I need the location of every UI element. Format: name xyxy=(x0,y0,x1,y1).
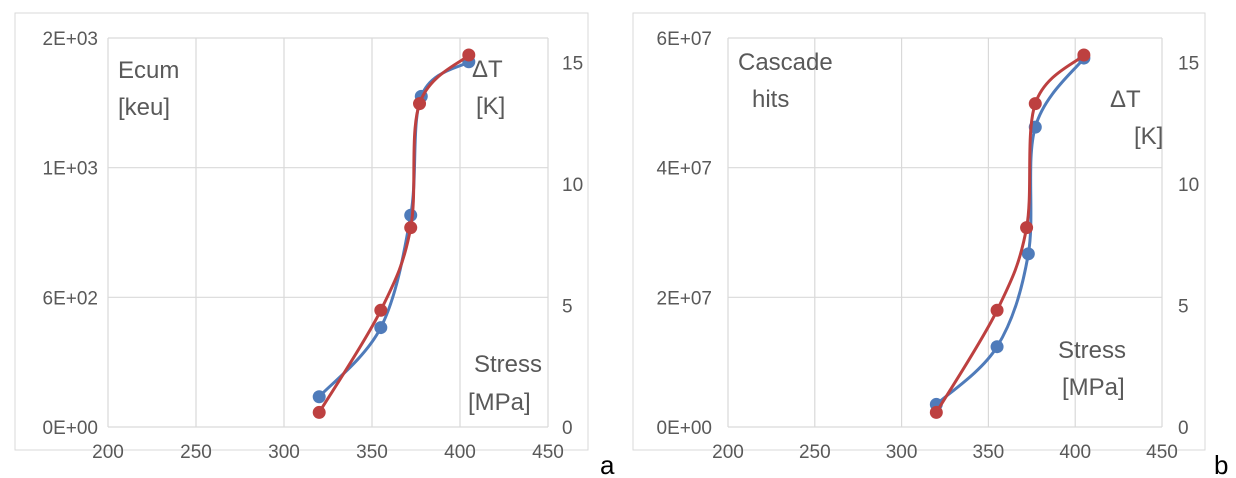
y-left-tick-label: 4E+07 xyxy=(657,159,712,180)
chart-frame xyxy=(632,12,1206,451)
x-tick-label: 450 xyxy=(1146,442,1178,463)
panel-letter: b xyxy=(1214,450,1228,478)
x-axis-label: Stress xyxy=(474,351,542,378)
data-point-red xyxy=(990,303,1004,317)
left-axis-label: Ecum xyxy=(118,57,179,84)
series-line-red xyxy=(317,53,471,414)
x-tick-label: 300 xyxy=(268,442,300,463)
x-tick-label: 400 xyxy=(444,442,476,463)
y-left-tick-label: 6E+02 xyxy=(43,288,98,309)
y-right-tick-label: 10 xyxy=(1178,175,1199,196)
y-left-tick-label: 6E+07 xyxy=(657,29,712,50)
y-right-tick-label: 10 xyxy=(562,175,583,196)
x-axis-label: Stress xyxy=(1058,337,1126,364)
chart-panel-a: 200 250 300 350 400 450 0E+00 6E+02 1E+03 2E+03 0 5… xyxy=(14,12,615,478)
data-point-blue xyxy=(312,390,326,404)
x-tick-label: 350 xyxy=(356,442,388,463)
right-axis-unit: [K] xyxy=(476,93,505,120)
data-point-blue xyxy=(374,321,388,335)
data-point-red xyxy=(1077,48,1091,62)
data-point-blue xyxy=(990,340,1004,354)
x-axis-unit: [MPa] xyxy=(468,389,531,416)
x-tick-label: 250 xyxy=(799,442,831,463)
x-tick-label: 450 xyxy=(532,442,564,463)
x-axis-unit: [MPa] xyxy=(1062,374,1125,401)
y-right-tick-label: 5 xyxy=(562,296,573,317)
left-axis-unit: [keu] xyxy=(118,94,170,121)
data-point-red xyxy=(929,405,943,419)
chart-panel-b: 200 250 300 350 400 450 0E+00 2E+07 4E+07 6E+07 0 5… xyxy=(632,12,1228,478)
x-tick-label: 350 xyxy=(973,442,1005,463)
left-axis-label: Cascade xyxy=(738,49,833,76)
right-axis-label: ΔT xyxy=(472,56,503,83)
x-tick-label: 250 xyxy=(180,442,212,463)
y-left-tick-label: 0E+00 xyxy=(43,418,98,439)
y-right-tick-label: 5 xyxy=(1178,296,1189,317)
y-left-tick-label: 2E+03 xyxy=(43,29,98,50)
series-line-blue xyxy=(317,60,471,399)
data-point-red xyxy=(462,48,476,62)
data-point-red xyxy=(374,303,388,317)
y-left-tick-label: 1E+03 xyxy=(43,159,98,180)
x-tick-label: 200 xyxy=(712,442,744,463)
data-point-red xyxy=(404,221,418,235)
left-axis-unit: hits xyxy=(752,86,789,113)
x-tick-label: 300 xyxy=(886,442,918,463)
right-axis-label: ΔT xyxy=(1110,86,1141,113)
data-point-red xyxy=(1020,221,1034,235)
x-tick-label: 200 xyxy=(92,442,124,463)
y-right-tick-label: 0 xyxy=(1178,418,1189,439)
data-point-red xyxy=(1028,97,1042,111)
y-left-tick-label: 0E+00 xyxy=(657,418,712,439)
y-right-tick-label: 0 xyxy=(562,418,573,439)
y-left-tick-label: 2E+07 xyxy=(657,288,712,309)
data-point-blue xyxy=(1021,247,1035,261)
data-point-red xyxy=(312,405,326,419)
x-tick-label: 400 xyxy=(1059,442,1091,463)
data-point-red xyxy=(413,97,427,111)
chart-frame xyxy=(14,12,589,451)
y-right-tick-label: 15 xyxy=(1178,53,1199,74)
panel-letter: a xyxy=(600,450,615,478)
y-right-tick-label: 15 xyxy=(562,53,583,74)
right-axis-unit: [K] xyxy=(1134,123,1163,150)
